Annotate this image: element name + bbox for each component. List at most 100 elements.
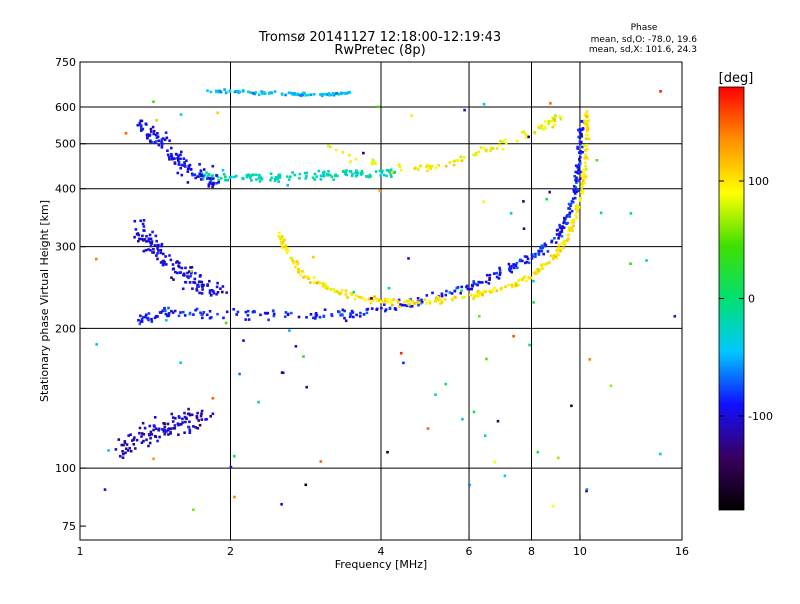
echo-point [581,191,584,195]
echo-point [575,206,579,210]
echo-point [353,297,357,301]
echo-point [491,147,495,150]
echo-point [163,138,167,142]
echo-point [225,91,228,94]
echo-point [568,207,572,211]
echo-point [138,426,142,430]
echo-point [211,412,215,416]
echo-point [390,301,393,304]
echo-point [571,229,574,233]
echo-point [543,242,547,246]
echo-point [199,170,203,174]
echo-point [537,251,540,255]
echo-point [519,277,522,281]
echo-point [127,434,130,437]
echo-point [555,257,559,260]
echo-point [528,343,531,347]
echo-point [578,157,581,161]
echo-point [195,416,199,420]
echo-point [198,423,202,427]
echo-point [572,219,575,223]
echo-point [215,293,218,296]
echo-point [162,263,165,266]
echo-point [496,419,500,423]
echo-point [472,410,476,414]
echo-point [527,261,531,265]
echo-point [123,441,127,445]
echo-point [526,257,530,261]
echo-point [145,240,148,243]
echo-point [210,182,213,185]
echo-point [159,248,163,252]
echo-point [476,290,480,293]
echo-point [551,257,555,261]
echo-point [179,153,182,157]
echo-point [183,314,187,317]
echo-point [453,295,457,299]
echo-point [495,289,498,293]
echo-point [477,293,480,296]
echo-point [482,146,486,150]
echo-point [478,281,482,284]
echo-point [426,169,429,173]
echo-point [483,434,487,437]
echo-point [199,169,203,172]
echo-point [188,431,192,434]
echo-point [181,287,185,291]
echo-point [343,309,346,313]
echo-point [582,170,586,173]
echo-point [302,276,305,279]
echo-point [361,296,365,300]
echo-point [452,163,456,167]
echo-point [572,185,576,188]
y-tick-label: 200 [55,322,76,335]
echo-point [392,298,395,301]
echo-point [174,417,177,420]
echo-point [451,299,455,302]
echo-point [138,121,142,125]
echo-point [525,279,528,283]
echo-point [160,311,163,314]
echo-point [160,138,164,141]
echo-point [139,314,142,318]
echo-point [560,226,563,229]
echo-point [327,170,330,173]
echo-point [437,164,440,167]
echo-point [390,171,394,174]
echo-point [294,345,298,348]
echo-point [495,147,499,150]
echo-point [129,433,132,436]
echo-point [120,443,123,447]
echo-point [337,93,340,96]
echo-point [556,252,559,255]
echo-point [217,90,220,94]
echo-point [313,172,317,176]
echo-point [137,318,140,322]
echo-point [431,291,434,295]
echo-point [326,144,330,148]
echo-point [267,318,270,322]
echo-point [544,120,547,123]
echo-point [429,167,432,170]
echo-point [286,312,290,316]
echo-point [563,218,566,222]
echo-point [383,299,387,303]
echo-point [324,93,327,96]
echo-point [409,305,412,308]
echo-point [397,298,401,302]
echo-point [540,244,544,247]
echo-point [508,267,511,271]
echo-point [196,411,199,415]
echo-point [580,182,584,185]
echo-point [133,436,136,439]
echo-point [543,126,546,129]
echo-point [461,417,464,421]
echo-point [410,114,413,117]
echo-point [148,140,152,143]
echo-point [380,306,383,310]
echo-point [563,216,566,220]
echo-point [294,265,297,269]
echo-point [159,261,163,264]
echo-point [152,457,155,461]
